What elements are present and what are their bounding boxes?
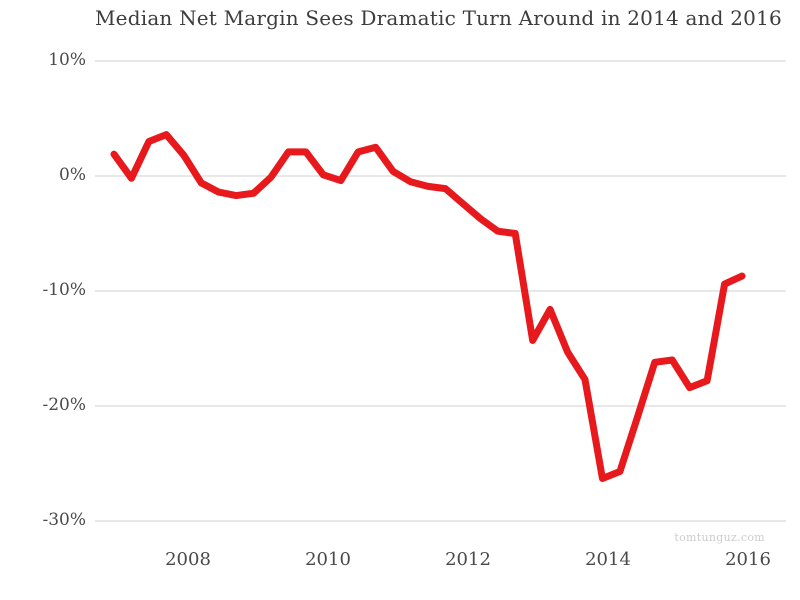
x-tick-label: 2014 [585,549,631,570]
y-tick-label: -30% [42,510,86,530]
net-margin-line [110,131,746,482]
x-tick-label: 2012 [445,549,491,570]
watermark: tomtunguz.com [674,531,765,544]
x-tick-label: 2010 [305,549,351,570]
y-tick-label: -10% [42,280,86,300]
y-tick-label: 0% [59,165,86,185]
y-tick-label: 10% [48,50,86,70]
x-tick-label: 2016 [725,549,771,570]
y-tick-label: -20% [42,395,86,415]
x-tick-label: 2008 [165,549,211,570]
chart-title: Median Net Margin Sees Dramatic Turn Aro… [95,6,782,30]
